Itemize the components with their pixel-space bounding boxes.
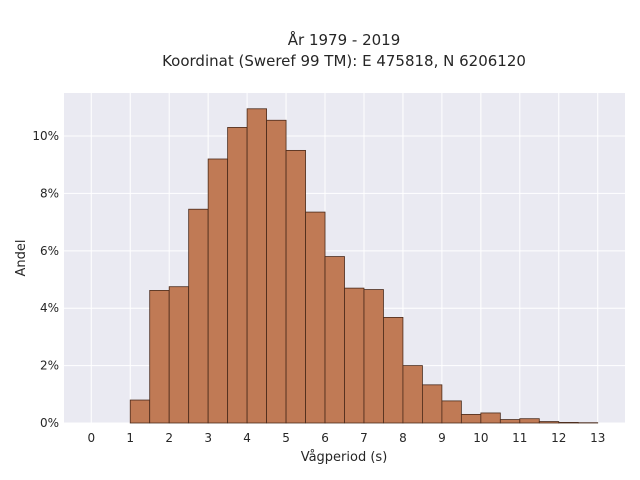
histogram-bar	[246, 108, 267, 424]
x-tick-label: 4	[243, 431, 251, 445]
x-tick-label: 5	[282, 431, 290, 445]
histogram-bar	[519, 418, 540, 424]
y-tick-label: 0%	[40, 416, 59, 430]
x-tick-label: 10	[473, 431, 488, 445]
histogram-bar	[422, 384, 443, 424]
histogram-bar	[538, 421, 560, 424]
histogram-bar	[363, 289, 384, 424]
histogram-bar	[305, 211, 326, 424]
histogram-bar	[480, 412, 501, 424]
histogram-bar	[168, 286, 190, 424]
x-tick-label: 0	[87, 431, 95, 445]
x-tick-label: 11	[512, 431, 527, 445]
y-tick-label: 4%	[40, 301, 59, 315]
x-axis-ticks: 0 1 2 3 4 5 6 7 8 9 10 11 12 13	[87, 431, 605, 445]
histogram-bar	[324, 256, 345, 424]
histogram-bar	[460, 413, 482, 424]
chart-title-line1: År 1979 - 2019	[288, 30, 401, 49]
y-axis-ticks: 0% 2% 4% 6% 8% 10%	[32, 129, 59, 430]
histogram-bar	[207, 158, 229, 424]
histogram-bar	[266, 119, 287, 424]
x-tick-label: 1	[126, 431, 134, 445]
x-tick-label: 8	[399, 431, 407, 445]
x-tick-label: 6	[321, 431, 329, 445]
x-tick-label: 7	[360, 431, 368, 445]
histogram-bar	[441, 400, 462, 424]
histogram-bar	[129, 399, 151, 424]
y-tick-label: 2%	[40, 359, 59, 373]
histogram-bar	[383, 316, 404, 424]
x-tick-label: 9	[438, 431, 446, 445]
histogram-bar	[285, 149, 306, 424]
x-tick-label: 13	[590, 431, 605, 445]
y-tick-label: 10%	[32, 129, 59, 143]
histogram-bar	[344, 287, 365, 424]
chart-title-line2: Koordinat (Sweref 99 TM): E 475818, N 62…	[162, 52, 526, 70]
bars	[129, 108, 599, 424]
histogram-bar	[227, 127, 248, 424]
x-tick-label: 2	[165, 431, 173, 445]
y-axis-label: Andel	[14, 240, 29, 277]
y-tick-label: 6%	[40, 244, 59, 258]
x-tick-label: 12	[551, 431, 566, 445]
y-tick-label: 8%	[40, 186, 59, 200]
x-axis-label: Vågperiod (s)	[301, 450, 388, 465]
histogram-bar	[499, 419, 521, 424]
x-tick-label: 3	[204, 431, 212, 445]
histogram-bar	[188, 208, 209, 424]
histogram-bar	[558, 422, 579, 424]
histogram-bar	[402, 365, 423, 424]
histogram-bar	[149, 290, 170, 424]
